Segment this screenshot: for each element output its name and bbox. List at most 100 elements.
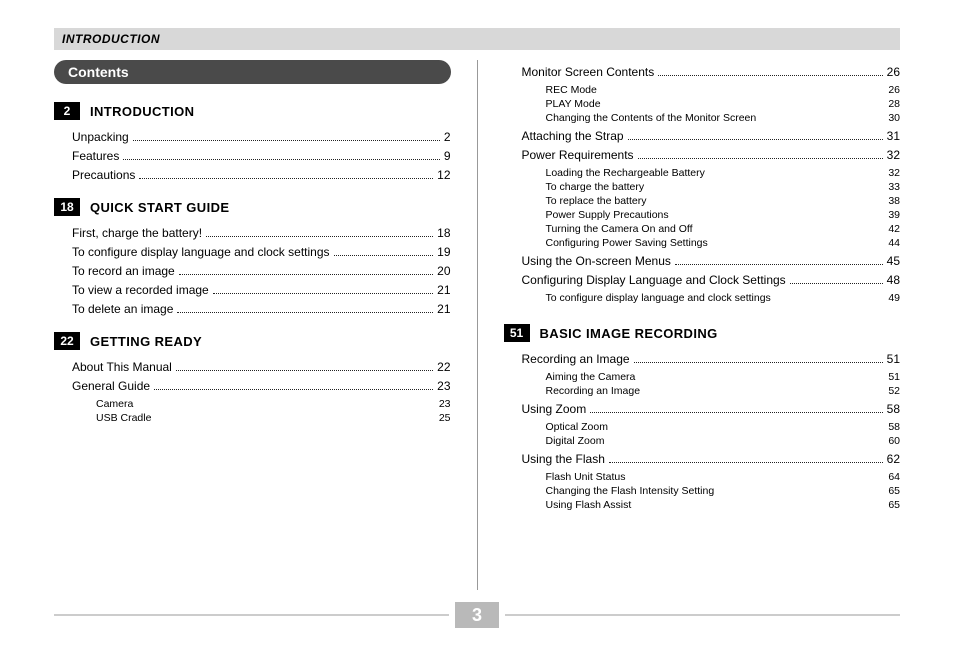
toc-entry-page: 26 [888, 84, 900, 96]
toc-entry-page: 58 [888, 421, 900, 433]
toc-entry-label: Configuring Display Language and Clock S… [522, 273, 786, 287]
toc-leader-dots [790, 283, 883, 284]
toc-subentry: Flash Unit Status64 [546, 471, 901, 483]
toc-entry-page: 21 [437, 283, 450, 297]
toc-section-head: 18 QUICK START GUIDE [54, 198, 451, 216]
toc-entry-label: Unpacking [72, 130, 129, 144]
toc-section-page-box: 18 [54, 198, 80, 216]
toc-entry-page: 60 [888, 435, 900, 447]
toc-entry-page: 9 [444, 149, 451, 163]
toc-leader-dots [609, 462, 883, 463]
toc-entry-label: To view a recorded image [72, 283, 209, 297]
toc-entry-page: 64 [888, 471, 900, 483]
toc-entry-label: Using Flash Assist [546, 499, 632, 511]
toc-subentry: Changing the Contents of the Monitor Scr… [546, 112, 901, 124]
toc-entry-page: 48 [887, 273, 900, 287]
toc-entry-label: Precautions [72, 168, 135, 182]
toc-entry-page: 31 [887, 129, 900, 143]
toc-entry: To view a recorded image 21 [72, 283, 451, 297]
toc-leader-dots [638, 158, 883, 159]
toc-section-head: 2INTRODUCTION [54, 102, 451, 120]
toc-entry-page: 58 [887, 402, 900, 416]
toc-entry-label: Power Requirements [522, 148, 634, 162]
toc-entry-page: 32 [887, 148, 900, 162]
toc-entry: To configure display language and clock … [72, 245, 451, 259]
toc-entry: To delete an image21 [72, 302, 451, 316]
toc-leader-dots [177, 312, 433, 313]
toc-entry-page: 51 [888, 371, 900, 383]
toc-subentry: Aiming the Camera 51 [546, 371, 901, 383]
toc-entry-page: 23 [439, 398, 451, 410]
toc-entry-label: To replace the battery [546, 195, 647, 207]
toc-entry-page: 28 [888, 98, 900, 110]
toc-entry-page: 2 [444, 130, 451, 144]
toc-entry-page: 62 [887, 452, 900, 466]
toc-subentry: REC Mode26 [546, 84, 901, 96]
toc-entry-page: 12 [437, 168, 450, 182]
toc-entry-page: 51 [887, 352, 900, 366]
toc-subentry: Recording an Image52 [546, 385, 901, 397]
toc-entry-label: Power Supply Precautions [546, 209, 669, 221]
toc-entry-page: 22 [437, 360, 450, 374]
toc-leader-dots [590, 412, 882, 413]
toc-entry-page: 26 [887, 65, 900, 79]
toc-section-title: BASIC IMAGE RECORDING [540, 326, 718, 341]
toc-entry-page: 49 [888, 292, 900, 304]
toc-entry: Recording an Image51 [522, 352, 901, 366]
toc-subentry: Loading the Rechargeable Battery 32 [546, 167, 901, 179]
toc-entry-label: To charge the battery [546, 181, 645, 193]
toc-entry-label: Loading the Rechargeable Battery [546, 167, 705, 179]
toc-leader-dots [628, 139, 883, 140]
toc-section-title: QUICK START GUIDE [90, 200, 229, 215]
toc-subentry: Changing the Flash Intensity Setting 65 [546, 485, 901, 497]
content-columns: Contents 2INTRODUCTION Unpacking 2 Features… [54, 60, 900, 590]
toc-entry-page: 20 [437, 264, 450, 278]
toc-entry-label: PLAY Mode [546, 98, 601, 110]
toc-entry-label: Using the On-screen Menus [522, 254, 671, 268]
toc-subentry: Configuring Power Saving Settings44 [546, 237, 901, 249]
toc-entry-label: General Guide [72, 379, 150, 393]
toc-entry-label: To delete an image [72, 302, 173, 316]
toc-leader-dots [176, 370, 433, 371]
toc-subentry: To replace the battery 38 [546, 195, 901, 207]
toc-entry-label: About This Manual [72, 360, 172, 374]
toc-entry: Monitor Screen Contents26 [522, 65, 901, 79]
toc-entry-page: 32 [888, 167, 900, 179]
toc-entry: First, charge the battery!18 [72, 226, 451, 240]
toc-entry: Features 9 [72, 149, 451, 163]
toc-leader-dots [133, 140, 440, 141]
right-column: Monitor Screen Contents26 REC Mode26 PLAY … [477, 60, 901, 590]
toc-entry-page: 38 [888, 195, 900, 207]
toc-leader-dots [675, 264, 883, 265]
header-title: INTRODUCTION [62, 32, 160, 46]
toc-subentry: PLAY Mode 28 [546, 98, 901, 110]
toc-entry: Unpacking 2 [72, 130, 451, 144]
toc-entry-label: Optical Zoom [546, 421, 608, 433]
toc-section-title: INTRODUCTION [90, 104, 194, 119]
toc-section-head: 22GETTING READY [54, 332, 451, 350]
toc-entry-page: 65 [888, 485, 900, 497]
toc-entry-label: Attaching the Strap [522, 129, 624, 143]
contents-label: Contents [68, 64, 129, 80]
toc-entry-page: 44 [888, 237, 900, 249]
toc-entry-label: To configure display language and clock … [72, 245, 330, 259]
toc-entry-label: Using Zoom [522, 402, 587, 416]
toc-entry: Attaching the Strap 31 [522, 129, 901, 143]
toc-entry-label: Digital Zoom [546, 435, 605, 447]
toc-entry-label: USB Cradle [96, 412, 151, 424]
toc-entry-page: 42 [888, 223, 900, 235]
toc-entry-label: Changing the Flash Intensity Setting [546, 485, 715, 497]
toc-entry-page: 52 [888, 385, 900, 397]
toc-entry: Power Requirements 32 [522, 148, 901, 162]
toc-entry: Configuring Display Language and Clock S… [522, 273, 901, 287]
toc-section-head: 51 BASIC IMAGE RECORDING [504, 324, 901, 342]
toc-section-page-box: 51 [504, 324, 530, 342]
toc-entry-page: 65 [888, 499, 900, 511]
toc-leader-dots [658, 75, 882, 76]
toc-entry: Using the Flash62 [522, 452, 901, 466]
toc-entry-label: Aiming the Camera [546, 371, 636, 383]
toc-leader-dots [213, 293, 433, 294]
toc-entry-label: Features [72, 149, 119, 163]
toc-subentry: USB Cradle25 [96, 412, 451, 424]
toc-section-title: GETTING READY [90, 334, 202, 349]
